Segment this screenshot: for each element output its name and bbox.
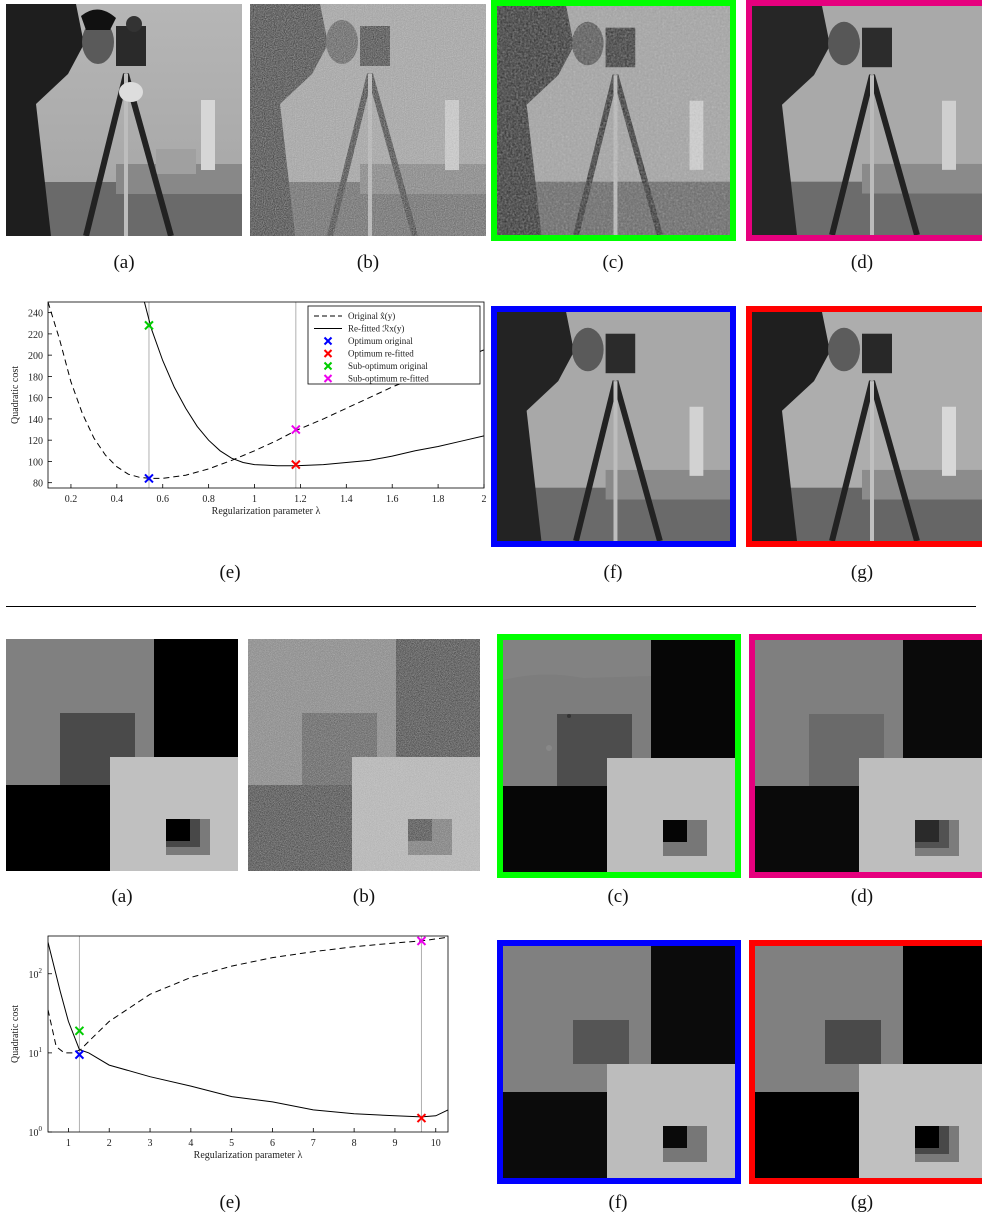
caption-bottom-d: (d) <box>850 886 874 907</box>
bottom-image-c-framed <box>497 634 741 878</box>
marker-0-stroke-b <box>74 1049 85 1060</box>
bottom-image-d-framed <box>749 634 982 878</box>
bottom-chart: 1 2 3 4 5 6 7 8 9 10 100 101 102 Regularization param… <box>0 926 490 1162</box>
x-tick-label-9: 10 <box>431 1138 441 1149</box>
caption-bottom-a: (a) <box>111 886 133 907</box>
marker-2 <box>144 320 154 331</box>
legend-label-0: Original x̂(y) <box>348 311 395 321</box>
marker-1-stroke-b <box>416 1113 427 1123</box>
top-image-a-clean <box>6 4 242 236</box>
marker-0 <box>144 473 154 484</box>
legend-label-5: Sub-optimum re-fitted <box>348 374 429 384</box>
y-tick-label-6: 200 <box>28 351 43 362</box>
bottom-image-b-noisy <box>248 639 480 871</box>
caption-top-b: (b) <box>356 252 380 273</box>
x-tick-label-5: 1.2 <box>294 494 307 505</box>
y-tick-label-8: 240 <box>28 309 43 320</box>
series-original-line <box>48 302 484 479</box>
marker-2-stroke-b <box>144 320 154 331</box>
marker-1-stroke-b <box>291 459 301 470</box>
caption-bottom-g: (g) <box>850 1192 874 1213</box>
marker-1 <box>416 1113 427 1123</box>
y-axis-label: Quadratic cost <box>10 366 21 424</box>
legend-label-3: Optimum re-fitted <box>348 349 414 359</box>
x-tick-label-2: 0.6 <box>156 494 169 505</box>
axes-box <box>47 935 449 1133</box>
caption-bottom-c: (c) <box>607 886 629 907</box>
top-chart: 0.2 0.4 0.6 0.8 1 1.2 1.4 1.6 1.8 2 80 100 120 140 160… <box>0 296 490 518</box>
x-tick-label-9: 2 <box>482 494 487 505</box>
x-tick-label-8: 9 <box>392 1138 397 1149</box>
y-tick-label-7: 220 <box>28 330 43 341</box>
caption-bottom-f: (f) <box>608 1192 628 1213</box>
top-image-f-framed <box>491 306 736 547</box>
y-tick-label-1: 101 <box>29 1046 43 1060</box>
legend-marker-4-b <box>323 361 333 371</box>
x-tick-label-7: 8 <box>352 1138 357 1149</box>
axes-box <box>47 301 485 489</box>
marker-2 <box>74 1026 85 1036</box>
top-image-b-noisy <box>250 4 486 236</box>
top-image-c-framed <box>491 0 736 241</box>
top-image-g-framed <box>746 306 982 547</box>
section-divider <box>6 606 976 607</box>
y-tick-label-3: 140 <box>28 415 43 426</box>
caption-top-c: (c) <box>602 252 624 273</box>
marker-2-stroke-b <box>74 1026 85 1036</box>
y-axis-label: Quadratic cost <box>10 1005 21 1063</box>
x-axis-label: Regularization parameter λ <box>212 506 321 517</box>
bottom-image-f-framed <box>497 940 741 1184</box>
x-tick-label-0: 0.2 <box>65 494 78 505</box>
marker-3 <box>291 424 301 435</box>
x-axis-label: Regularization parameter λ <box>194 1150 303 1161</box>
x-tick-label-8: 1.8 <box>432 494 445 505</box>
x-tick-label-5: 6 <box>270 1138 275 1149</box>
legend-marker-5-b <box>323 374 333 383</box>
marker-1 <box>291 459 301 470</box>
caption-bottom-b: (b) <box>352 886 376 907</box>
legend-label-4: Sub-optimum original <box>348 361 428 371</box>
x-tick-label-6: 7 <box>311 1138 316 1149</box>
marker-3 <box>416 936 427 946</box>
bottom-image-a-clean <box>6 639 238 871</box>
x-tick-label-0: 1 <box>66 1138 71 1149</box>
legend-box <box>307 305 481 385</box>
series-refitted-line <box>143 302 484 467</box>
marker-3-stroke-b <box>416 936 427 946</box>
series-original-line <box>48 936 448 1054</box>
y-tick-label-2: 102 <box>29 967 43 981</box>
y-tick-label-2: 120 <box>28 436 43 447</box>
legend-label-2: Optimum original <box>348 336 413 346</box>
legend-marker-2-b <box>323 336 333 346</box>
series-refitted-line <box>48 942 448 1118</box>
y-tick-label-0: 80 <box>33 479 43 490</box>
marker-0 <box>74 1049 85 1060</box>
top-image-d-framed <box>746 0 982 241</box>
marker-3-stroke-b <box>291 424 301 435</box>
x-tick-label-3: 4 <box>188 1138 193 1149</box>
y-tick-label-4: 160 <box>28 394 43 405</box>
x-tick-label-2: 3 <box>148 1138 153 1149</box>
bottom-image-g-framed <box>749 940 982 1184</box>
x-tick-label-1: 0.4 <box>111 494 124 505</box>
x-tick-label-3: 0.8 <box>202 494 215 505</box>
y-tick-label-5: 180 <box>28 372 43 383</box>
caption-top-d: (d) <box>850 252 874 273</box>
caption-top-g: (g) <box>850 562 874 583</box>
x-tick-label-7: 1.6 <box>386 494 399 505</box>
y-tick-label-1: 100 <box>28 457 43 468</box>
x-tick-label-1: 2 <box>107 1138 112 1149</box>
caption-top-e: (e) <box>219 562 241 583</box>
x-tick-label-4: 1 <box>252 494 257 505</box>
marker-0-stroke-b <box>144 473 154 484</box>
legend-marker-3-b <box>323 349 333 358</box>
y-tick-label-0: 100 <box>29 1125 43 1139</box>
legend-label-1: Re-fitted ℛx(y) <box>348 324 404 334</box>
x-tick-label-4: 5 <box>229 1138 234 1149</box>
caption-bottom-e: (e) <box>219 1192 241 1213</box>
caption-top-a: (a) <box>113 252 135 273</box>
x-tick-label-6: 1.4 <box>340 494 353 505</box>
caption-top-f: (f) <box>603 562 623 583</box>
